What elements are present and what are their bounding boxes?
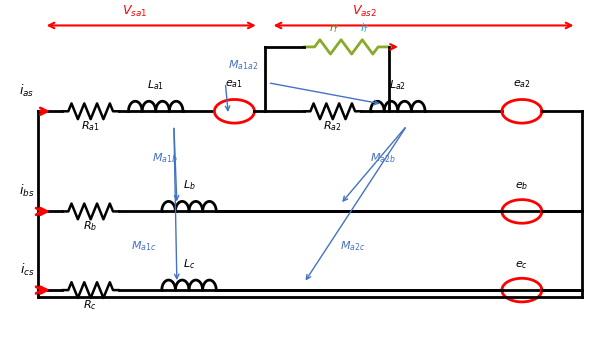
Text: $L_{b}$: $L_{b}$ (182, 178, 195, 192)
Text: $M_{a2c}$: $M_{a2c}$ (340, 239, 365, 253)
Text: $L_{a2}$: $L_{a2}$ (389, 78, 406, 92)
Text: $V_{sa1}$: $V_{sa1}$ (122, 4, 147, 19)
Text: $M_{a1a2}$: $M_{a1a2}$ (229, 58, 258, 72)
Text: $L_{c}$: $L_{c}$ (183, 257, 195, 271)
Text: $e_{b}$: $e_{b}$ (515, 180, 528, 192)
Text: $e_{a1}$: $e_{a1}$ (226, 78, 243, 90)
Text: $i_{cs}$: $i_{cs}$ (20, 261, 35, 278)
Text: $e_{c}$: $e_{c}$ (516, 259, 528, 271)
Text: $R_{c}$: $R_{c}$ (83, 298, 97, 312)
Text: $M_{a1c}$: $M_{a1c}$ (131, 239, 156, 253)
Text: $L_{a1}$: $L_{a1}$ (147, 78, 164, 92)
Text: $i_f$: $i_f$ (360, 21, 369, 34)
Text: $R_{b}$: $R_{b}$ (83, 219, 97, 233)
Text: $R_{a1}$: $R_{a1}$ (81, 119, 100, 133)
Text: $M_{a1b}$: $M_{a1b}$ (152, 151, 178, 165)
Text: $M_{a2b}$: $M_{a2b}$ (370, 151, 396, 165)
Text: $i_{bs}$: $i_{bs}$ (19, 183, 35, 199)
Text: $e_{a2}$: $e_{a2}$ (513, 78, 531, 90)
Text: $i_{as}$: $i_{as}$ (19, 83, 35, 99)
Text: $V_{as2}$: $V_{as2}$ (352, 4, 377, 19)
Text: $r_f$: $r_f$ (329, 22, 339, 34)
Text: $R_{a2}$: $R_{a2}$ (323, 119, 342, 133)
